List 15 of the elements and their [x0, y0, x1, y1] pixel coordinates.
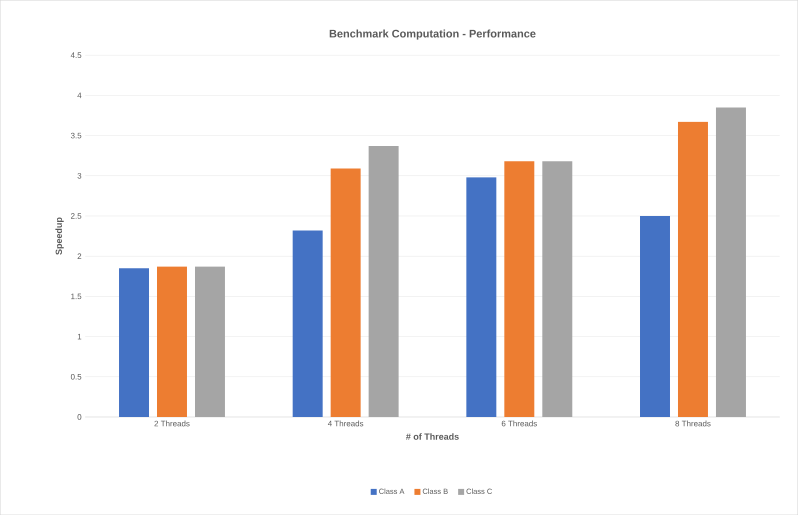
bar [504, 161, 534, 417]
bar [716, 107, 746, 417]
bar [542, 161, 572, 417]
x-axis-title: # of Threads [406, 433, 459, 440]
bar [640, 216, 670, 417]
bar [466, 177, 496, 417]
bar [678, 122, 708, 417]
bar [194, 266, 225, 417]
chart-title: Benchmark Computation - Performance [330, 29, 536, 40]
bar [156, 266, 187, 417]
bar [292, 230, 323, 417]
y-axis-title: Speedup [55, 217, 64, 255]
bar [368, 146, 399, 417]
bar [330, 168, 361, 417]
bar [119, 268, 149, 417]
